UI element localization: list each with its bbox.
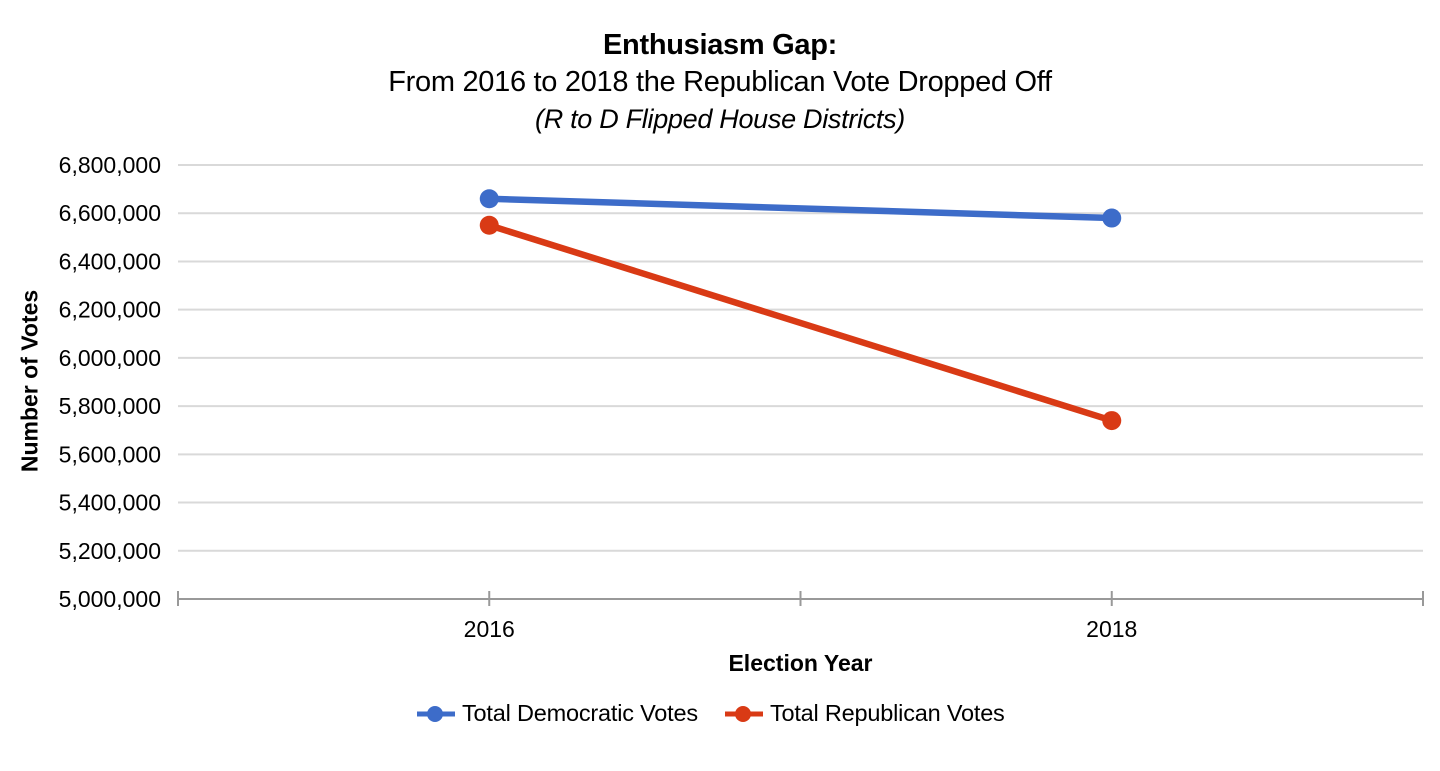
y-tick-label: 5,400,000 <box>59 490 161 516</box>
chart-title: Enthusiasm Gap: From 2016 to 2018 the Re… <box>0 27 1440 138</box>
y-tick-label: 5,200,000 <box>59 538 161 564</box>
y-tick-label: 6,000,000 <box>59 345 161 371</box>
y-axis-title: Number of Votes <box>16 289 43 473</box>
legend-label: Total Democratic Votes <box>462 700 698 726</box>
legend-label: Total Republican Votes <box>769 700 1005 726</box>
y-tick-label: 6,400,000 <box>59 248 161 274</box>
x-tick-label: 2016 <box>464 616 515 642</box>
y-tick-label: 6,600,000 <box>59 200 161 226</box>
y-tick-label: 6,800,000 <box>59 152 161 178</box>
line-dot-marker-icon <box>724 705 763 722</box>
data-point <box>479 215 499 235</box>
chart-title-main: Enthusiasm Gap: <box>603 29 837 61</box>
chart-title-subtitle: From 2016 to 2018 the Republican Vote Dr… <box>388 66 1052 98</box>
y-tick-label: 5,800,000 <box>59 393 161 419</box>
legend: Total Democratic Votes Total Republican … <box>416 700 1005 727</box>
x-tick-label: 2018 <box>1086 616 1137 642</box>
x-axis-title: Election Year <box>728 650 873 676</box>
series-line <box>486 222 1115 424</box>
y-tick-label: 5,000,000 <box>59 586 161 612</box>
legend-item-republican: Total Republican Votes <box>724 700 1005 727</box>
y-tick-label: 5,600,000 <box>59 441 161 467</box>
data-point <box>1102 208 1122 228</box>
data-point <box>479 189 499 209</box>
series-line <box>486 195 1115 222</box>
data-point <box>1102 411 1122 431</box>
line-dot-marker-icon <box>417 705 455 722</box>
chart-title-note: (R to D Flipped House Districts) <box>535 104 905 134</box>
y-tick-label: 6,200,000 <box>59 297 161 323</box>
legend-item-democratic: Total Democratic Votes <box>416 700 698 727</box>
